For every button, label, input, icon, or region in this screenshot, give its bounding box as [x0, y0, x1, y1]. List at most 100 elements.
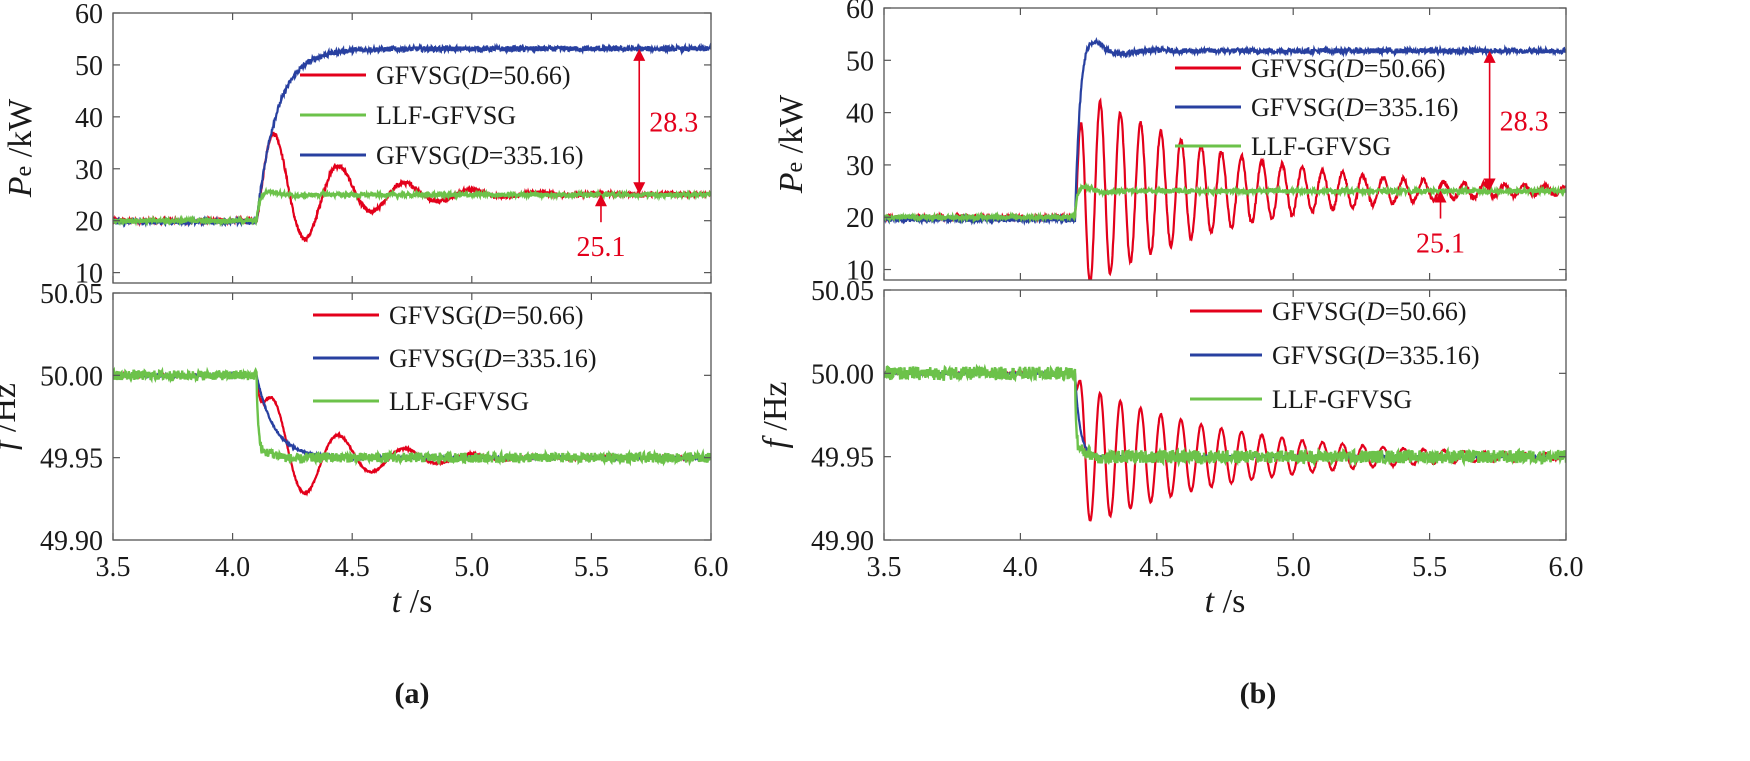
legend-label-value: =50.66)	[1385, 297, 1467, 326]
legend-label-text: LLF-GFVSG	[1251, 132, 1391, 161]
legend-label-text: GFVSG(	[389, 301, 483, 330]
y-axis-label-symbol: P	[773, 172, 810, 194]
y-tick-label: 60	[846, 0, 874, 25]
legend-label-text: GFVSG(	[389, 344, 483, 373]
chart-panel-2: 49.90 49.95 50.00 50.05 3.5 4.0 4.5 5.0 5.5 6.0 f …	[0, 279, 729, 620]
x-axis-label: t /s	[392, 583, 433, 620]
difference-arrow-head	[633, 48, 646, 61]
y-tick-label: 49.95	[811, 443, 874, 474]
y-tick-label: 49.95	[40, 444, 103, 475]
y-axis-label-subscript: e	[11, 166, 37, 177]
x-tick-label: 6.0	[694, 552, 729, 583]
legend-label: GFVSG(D=335.16)	[1272, 341, 1480, 370]
legend-label: GFVSG(D=335.16)	[1251, 93, 1459, 122]
x-tick-label: 5.0	[1276, 552, 1311, 583]
legend-label-value: =335.16)	[489, 141, 584, 170]
value-arrow-head	[1434, 190, 1447, 203]
x-tick-label: 4.5	[1139, 552, 1174, 583]
legend-label-symbol: D	[469, 61, 489, 90]
y-axis-label: Pe /kW	[773, 94, 810, 194]
y-axis-label: f /Hz	[757, 381, 794, 448]
legend-label: LLF-GFVSG	[389, 387, 529, 416]
x-tick-label: 4.0	[1003, 552, 1038, 583]
legend-label: GFVSG(D=50.66)	[1272, 297, 1467, 326]
y-axis-label: f /Hz	[0, 383, 23, 450]
y-axis-label-subscript: e	[782, 162, 808, 173]
series-line-green	[113, 186, 711, 228]
y-tick-label: 60	[75, 0, 103, 30]
difference-arrow-head	[633, 182, 646, 195]
y-tick-label: 10	[846, 256, 874, 287]
legend-label-symbol: D	[1365, 341, 1385, 370]
chart-panel-4: 49.90 49.95 50.00 50.05 3.5 4.0 4.5 5.0 5.5 6.0 f …	[757, 276, 1584, 620]
y-tick-label: 30	[75, 155, 103, 186]
legend-label-symbol: D	[1365, 297, 1385, 326]
plot-frame	[883, 289, 1567, 541]
series-line-blue	[113, 42, 711, 228]
series-line-green	[884, 181, 1566, 224]
x-tick-label: 6.0	[1549, 552, 1584, 583]
series-line-green	[113, 366, 711, 467]
legend-label-value: =335.16)	[502, 344, 597, 373]
panel-caption: (b)	[1240, 677, 1277, 710]
legend-label-text: GFVSG(	[1251, 54, 1345, 83]
x-axis-label-symbol: t	[1205, 583, 1216, 620]
legend-label: GFVSG(D=50.66)	[389, 301, 584, 330]
legend-label-value: =335.16)	[1364, 93, 1459, 122]
legend-label-symbol: D	[482, 301, 502, 330]
y-tick-label: 49.90	[40, 526, 103, 557]
y-axis-label-symbol: P	[2, 176, 39, 198]
y-tick-label: 49.90	[811, 526, 874, 557]
x-tick-label: 3.5	[96, 552, 131, 583]
legend-label-text: GFVSG(	[1272, 341, 1366, 370]
difference-arrow-head	[1483, 178, 1496, 191]
x-tick-label: 4.5	[335, 552, 370, 583]
plot-frame	[112, 292, 712, 541]
legend-label-symbol: D	[1344, 93, 1364, 122]
x-axis-label-symbol: t	[392, 583, 403, 620]
y-tick-label: 20	[846, 203, 874, 234]
y-axis-label-unit: /Hz	[0, 383, 23, 441]
y-tick-label: 10	[75, 259, 103, 290]
y-tick-label: 40	[75, 103, 103, 134]
legend-label-symbol: D	[1344, 54, 1364, 83]
y-tick-label: 40	[846, 99, 874, 130]
y-axis-label-unit: /kW	[2, 98, 39, 166]
legend-label-text: LLF-GFVSG	[1272, 385, 1412, 414]
difference-annotation: 28.3	[649, 108, 698, 139]
legend-label-symbol: D	[469, 141, 489, 170]
x-axis-label-unit: /s	[1214, 583, 1245, 620]
x-axis-label-unit: /s	[401, 583, 432, 620]
series-line-green	[884, 363, 1566, 468]
value-annotation: 25.1	[1416, 229, 1465, 260]
x-tick-label: 3.5	[867, 552, 902, 583]
legend-label: GFVSG(D=335.16)	[376, 141, 584, 170]
y-tick-label: 50.00	[40, 361, 103, 392]
legend-label: LLF-GFVSG	[1272, 385, 1412, 414]
legend-label-value: =50.66)	[1364, 54, 1446, 83]
y-tick-label: 50.05	[40, 279, 103, 310]
value-arrow-head	[594, 194, 607, 207]
series-line-red	[884, 369, 1566, 522]
y-tick-label: 50	[75, 51, 103, 82]
difference-arrow-head	[1483, 50, 1496, 63]
value-annotation: 25.1	[576, 232, 625, 263]
y-tick-label: 50.05	[811, 276, 874, 307]
x-tick-label: 5.5	[574, 552, 609, 583]
legend-label-value: =50.66)	[502, 301, 584, 330]
panel-caption: (a)	[395, 677, 430, 710]
legend-label-text: LLF-GFVSG	[389, 387, 529, 416]
y-tick-label: 50.00	[811, 359, 874, 390]
legend-label: GFVSG(D=50.66)	[1251, 54, 1446, 83]
x-axis-label: t /s	[1205, 583, 1246, 620]
plot-frame	[883, 7, 1567, 281]
legend-label: GFVSG(D=335.16)	[389, 344, 597, 373]
y-axis-label: Pe /kW	[2, 98, 39, 198]
legend-label-text: GFVSG(	[376, 141, 470, 170]
x-tick-label: 4.0	[215, 552, 250, 583]
legend-label: GFVSG(D=50.66)	[376, 61, 571, 90]
legend-label-symbol: D	[482, 344, 502, 373]
